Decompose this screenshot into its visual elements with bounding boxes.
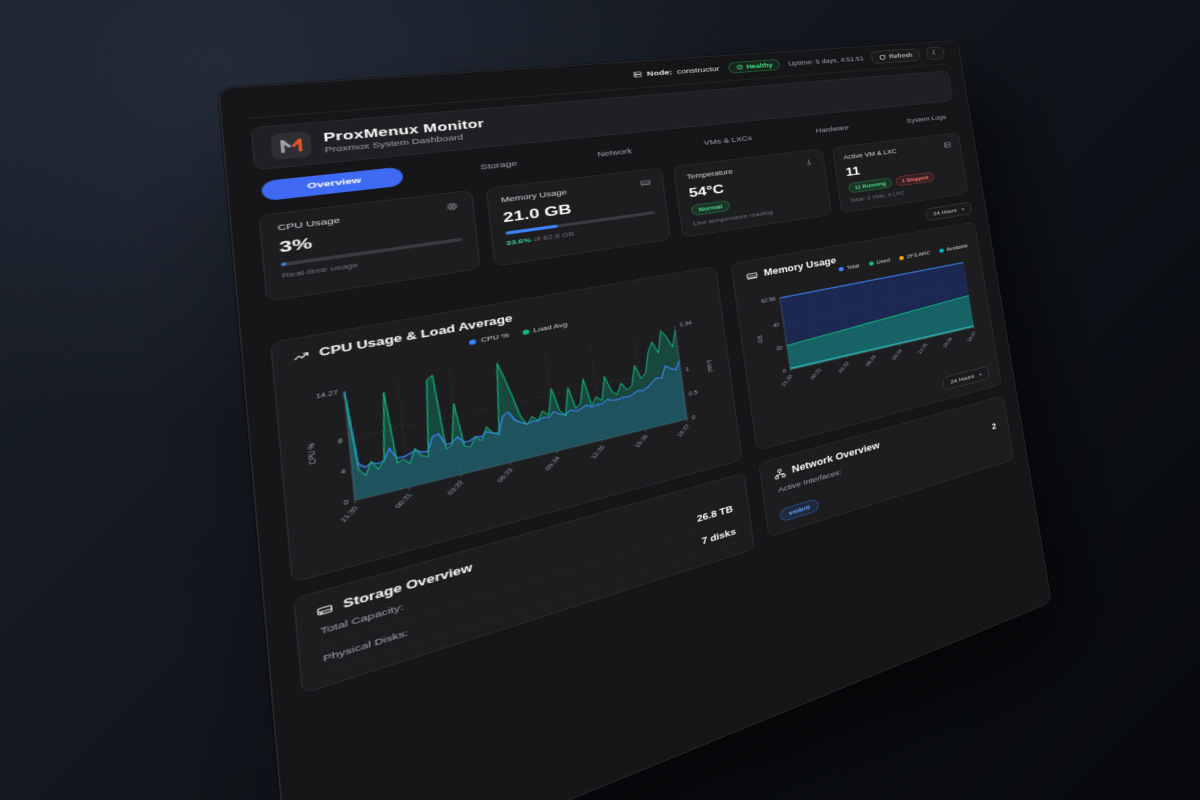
network-interfaces-value: 2 <box>991 422 997 432</box>
tab-vms-lxcs[interactable]: VMs & LXCs <box>703 134 753 148</box>
svg-text:09:34: 09:34 <box>544 455 562 471</box>
chevron-down-icon: ▾ <box>961 206 965 212</box>
tab-system-logs[interactable]: System Logs <box>906 113 947 125</box>
vm-stopped-badge: 1 Stopped <box>894 171 935 187</box>
temperature-card-label: Temperature <box>686 167 734 181</box>
cpu-load-chart: 0 4 8 14.27 0 0.5 1 1.94 21:30 00:31 03:32 06:33 09:… <box>305 320 714 523</box>
memory-icon <box>745 270 758 281</box>
svg-text:03:32: 03:32 <box>446 479 466 496</box>
cpu-load-chart-card: CPU Usage & Load Average CPU % Load Avg … <box>269 265 743 584</box>
cpu-progress-fill <box>280 262 287 267</box>
chevron-down-icon: ▾ <box>978 372 983 378</box>
svg-text:1: 1 <box>685 366 690 372</box>
svg-text:CPU %: CPU % <box>305 442 318 466</box>
right-column: Memory Usage Total Used ZF <box>730 221 1015 538</box>
svg-text:14.27: 14.27 <box>316 389 339 400</box>
theme-toggle-button[interactable]: ☾ <box>925 46 946 61</box>
svg-text:00:31: 00:31 <box>809 367 823 380</box>
memory-chart-card: Memory Usage Total Used ZF <box>730 221 1002 451</box>
interface-badge: vmbr0 <box>778 497 820 523</box>
svg-text:1.94: 1.94 <box>679 320 692 328</box>
svg-text:40: 40 <box>773 322 780 329</box>
legend-dot <box>898 255 905 261</box>
legend-dot <box>838 266 844 272</box>
svg-text:15:36: 15:36 <box>633 433 650 448</box>
svg-text:0: 0 <box>343 499 349 507</box>
svg-text:15:36: 15:36 <box>942 336 954 348</box>
svg-text:21:30: 21:30 <box>338 505 360 523</box>
vm-card-label: Active VM & LXC <box>843 147 898 161</box>
svg-text:21:30: 21:30 <box>780 374 794 388</box>
cpu-card-label: CPU Usage <box>277 215 341 233</box>
svg-text:0.5: 0.5 <box>688 389 698 397</box>
legend-dot <box>938 248 944 253</box>
content-columns: CPU Usage & Load Average CPU % Load Avg … <box>269 221 1015 695</box>
memory-chart: 0 20 40 62.56 21:30 00:31 03:32 06:33 09:34 12:35… <box>756 252 989 388</box>
memory-card-label: Memory Usage <box>500 188 568 205</box>
active-vm-card: Active VM & LXC 11 11 Running 1 Stopped … <box>831 132 969 214</box>
moon-icon: ☾ <box>931 49 939 57</box>
uptime-text: Uptime: 5 days, 4:51:51 <box>787 55 865 68</box>
activity-icon <box>292 349 311 364</box>
check-circle-icon <box>736 64 744 70</box>
svg-text:18:37: 18:37 <box>676 423 692 438</box>
node-label: Node: <box>646 68 673 78</box>
tab-network[interactable]: Network <box>596 147 633 160</box>
health-badge: Healthy <box>727 58 781 74</box>
node-info: Node: constructor <box>632 65 720 79</box>
legend-dot <box>468 338 477 345</box>
svg-text:62.56: 62.56 <box>761 296 776 304</box>
svg-text:06:33: 06:33 <box>496 467 515 483</box>
server-icon <box>632 71 643 79</box>
storage-disks-value: 7 disks <box>701 526 737 547</box>
tilted-dashboard-scene: Node: constructor Healthy Uptime: 5 days… <box>218 39 1052 800</box>
svg-text:06:33: 06:33 <box>865 354 878 367</box>
left-column: CPU Usage & Load Average CPU % Load Avg … <box>269 265 755 695</box>
tab-hardware[interactable]: Hardware <box>815 124 850 135</box>
refresh-icon <box>878 54 886 60</box>
svg-text:12:35: 12:35 <box>917 342 929 355</box>
svg-text:18:37: 18:37 <box>966 331 977 343</box>
refresh-button[interactable]: Refresh <box>870 48 921 65</box>
svg-text:8: 8 <box>337 437 343 445</box>
node-value: constructor <box>676 64 720 76</box>
time-range-select[interactable]: 24 Hours ▾ <box>925 201 973 222</box>
memory-usage-card: Memory Usage 21.0 GB 33.6% of 62.6 GB <box>484 167 672 267</box>
servers-icon <box>943 141 952 149</box>
svg-text:Load: Load <box>705 359 714 373</box>
svg-text:4: 4 <box>340 468 346 476</box>
svg-text:0: 0 <box>692 414 697 421</box>
svg-text:20: 20 <box>776 345 783 352</box>
temperature-status-badge: Normal <box>690 199 731 217</box>
cpu-icon <box>445 201 459 211</box>
legend-dot <box>522 328 530 335</box>
svg-text:00:31: 00:31 <box>393 492 414 509</box>
legend-dot <box>868 260 874 266</box>
svg-text:GB: GB <box>756 335 764 344</box>
thermometer-icon <box>803 158 813 167</box>
proxmenux-logo <box>270 130 313 161</box>
memory-icon <box>640 178 652 187</box>
svg-text:12:35: 12:35 <box>590 444 607 459</box>
proxmenux-dashboard: Node: constructor Healthy Uptime: 5 days… <box>218 39 1052 800</box>
svg-text:03:32: 03:32 <box>837 360 850 373</box>
tab-overview[interactable]: Overview <box>260 166 405 202</box>
temperature-card: Temperature 54°C Normal Live temperature… <box>672 148 832 238</box>
tab-storage[interactable]: Storage <box>479 159 518 172</box>
svg-text:09:34: 09:34 <box>891 348 903 361</box>
svg-text:0: 0 <box>782 368 786 374</box>
